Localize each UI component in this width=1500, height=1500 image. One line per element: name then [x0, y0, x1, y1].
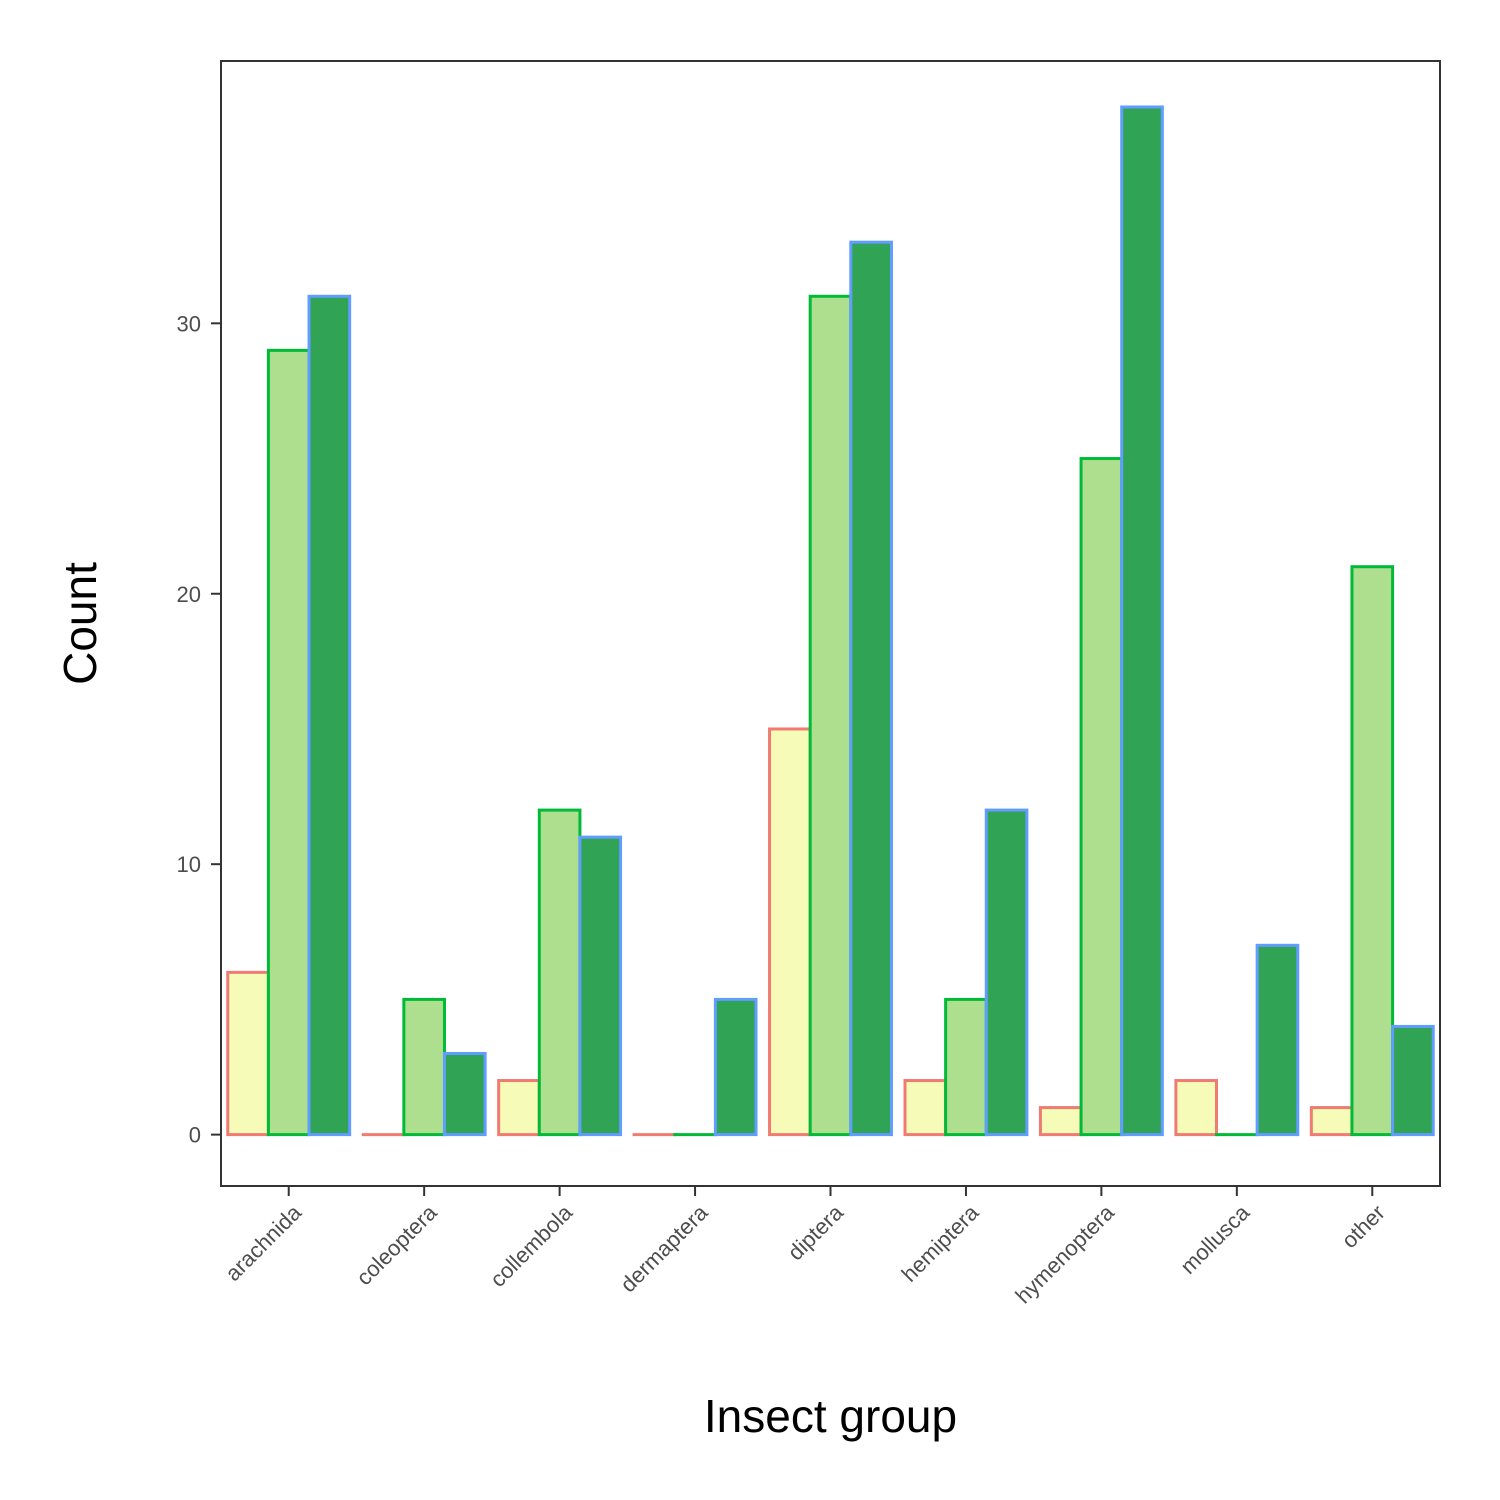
bar-hymenoptera-1 [1038, 1106, 1083, 1137]
y-tick-label: 10 [177, 852, 201, 877]
x-tick-label-hemiptera: hemiptera [897, 1199, 984, 1286]
bar-mollusca-3 [1255, 943, 1300, 1137]
bar-hemiptera-1 [903, 1079, 948, 1137]
bar-coleoptera-2 [402, 997, 446, 1137]
bar-collembola-1 [497, 1079, 541, 1137]
bar-arachnida-3 [307, 294, 352, 1137]
bar-hemiptera-2 [944, 997, 988, 1137]
bar-mollusca-1 [1174, 1079, 1219, 1137]
x-tick-label-coleoptera: coleoptera [351, 1199, 442, 1290]
bars-group [226, 105, 1435, 1137]
bar-hymenoptera-3 [1120, 105, 1164, 1137]
bar-hemiptera-3 [984, 808, 1029, 1137]
bar-diptera-1 [768, 727, 812, 1137]
bar-arachnida-1 [226, 970, 270, 1137]
bar-diptera-3 [849, 240, 893, 1137]
x-tick-label-collembola: collembola [485, 1199, 578, 1292]
x-axis: arachnida coleoptera collembola dermaptera d… [220, 1186, 1390, 1308]
bar-coleoptera-3 [442, 1051, 487, 1137]
bar-hymenoptera-2 [1079, 457, 1124, 1137]
bar-arachnida-2 [266, 348, 311, 1137]
y-tick-label: 20 [177, 582, 201, 607]
x-tick-label-diptera: diptera [783, 1199, 849, 1265]
bar-dermaptera-3 [713, 997, 758, 1137]
x-tick-label-mollusca: mollusca [1175, 1199, 1255, 1279]
bar-collembola-2 [537, 808, 582, 1137]
bar-other-1 [1309, 1106, 1354, 1137]
x-tick-label-arachnida: arachnida [220, 1199, 307, 1286]
y-tick-label: 0 [189, 1123, 201, 1148]
bar-other-2 [1350, 565, 1395, 1137]
y-axis: 0 10 20 30 [177, 311, 221, 1148]
x-tick-label-dermaptera: dermaptera [615, 1199, 713, 1297]
y-axis-title: Count [54, 562, 106, 685]
x-tick-label-hymenoptera: hymenoptera [1010, 1199, 1119, 1308]
bar-other-3 [1391, 1024, 1435, 1137]
y-tick-label: 30 [177, 311, 201, 336]
bar-diptera-2 [808, 294, 853, 1137]
x-axis-title: Insect group [704, 1390, 957, 1442]
bar-collembola-3 [578, 835, 623, 1137]
x-tick-label-other: other [1337, 1200, 1390, 1253]
